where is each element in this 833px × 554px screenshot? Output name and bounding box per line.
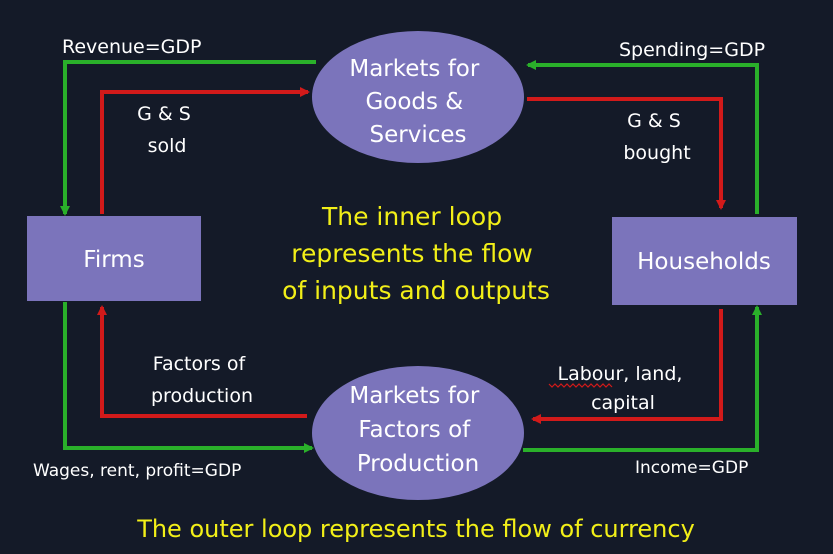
income-flow-arrow <box>523 305 762 452</box>
gs-sold-label: G & S sold <box>137 103 197 157</box>
factors-flow-arrow <box>97 305 307 418</box>
revenue-label: Revenue=GDP <box>62 36 201 58</box>
firms-node <box>27 216 201 301</box>
spending-flow-arrow <box>526 60 759 214</box>
wages-label: Wages, rent, profit=GDP <box>33 461 241 481</box>
factor-market-label: Markets for Factors of Production <box>349 383 486 477</box>
revenue-flow-arrow <box>60 60 316 216</box>
spending-label: Spending=GDP <box>619 39 765 61</box>
spellcheck-underline <box>548 383 613 388</box>
firms-label: Firms <box>83 247 144 273</box>
labour-land-capital-label: Labour, land, capital <box>558 363 689 414</box>
wages-flow-arrow <box>63 302 314 453</box>
gs-bought-label: G & S bought <box>623 110 690 164</box>
labour-flow-arrow <box>531 309 723 424</box>
households-node <box>612 217 797 305</box>
goods-market-node <box>312 31 524 163</box>
households-label: Households <box>637 249 771 275</box>
goods-market-label: Markets for Goods & Services <box>349 56 486 148</box>
outer-loop-caption: The outer loop represents the flow of cu… <box>136 515 695 543</box>
gs-bought-flow-arrow <box>527 97 726 210</box>
income-label: Income=GDP <box>635 458 748 478</box>
factor-market-node <box>312 366 524 500</box>
inner-loop-caption: The inner loop represents the flow of in… <box>282 202 550 305</box>
gs-sold-flow-arrow <box>100 87 310 214</box>
factors-of-production-label: Factors of production <box>151 353 253 407</box>
